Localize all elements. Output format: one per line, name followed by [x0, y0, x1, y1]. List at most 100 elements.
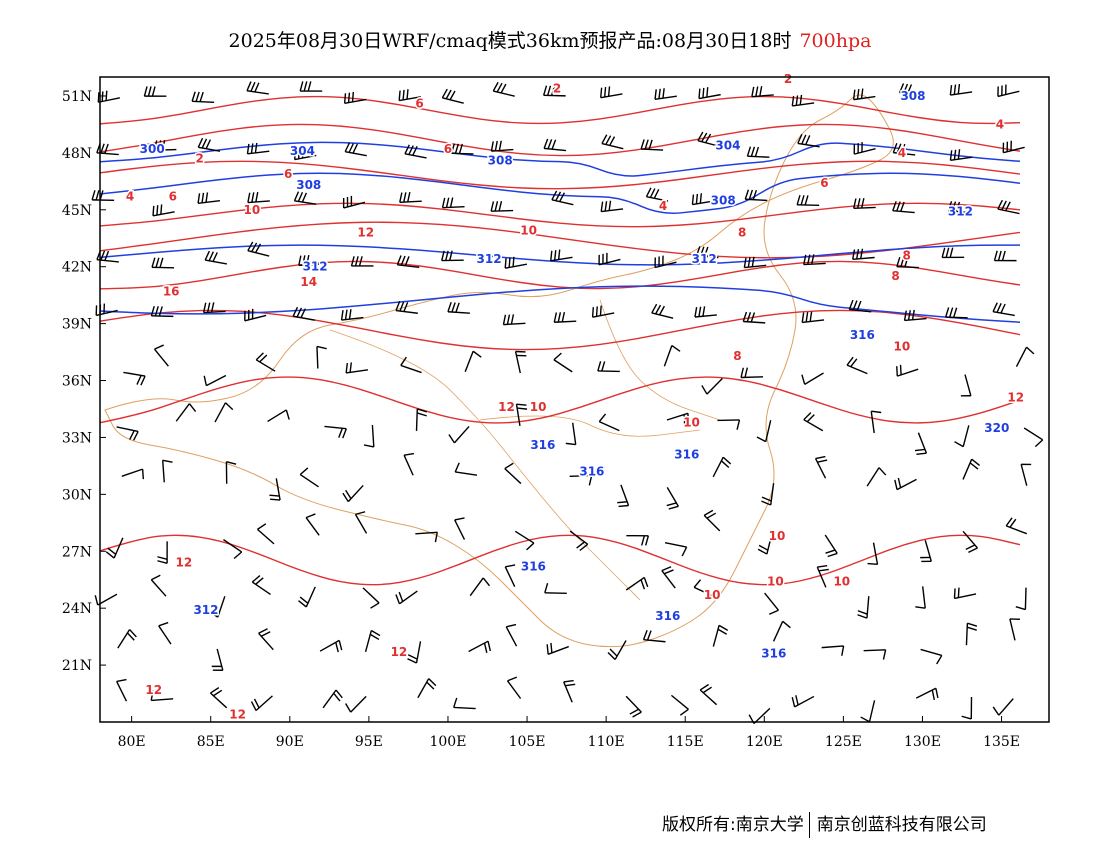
x-tick-label: 125E — [825, 734, 862, 750]
temperature-label: 12 — [175, 556, 192, 570]
wind-barb — [697, 131, 720, 147]
wind-barb — [546, 642, 569, 655]
wind-barb — [94, 593, 118, 606]
wind-barb — [945, 307, 968, 319]
temperature-contour — [99, 221, 1021, 259]
wind-barb — [502, 314, 526, 326]
temperature-label: 10 — [520, 224, 537, 238]
temperature-label: 12 — [357, 226, 374, 240]
temperature-contour — [99, 95, 1021, 125]
wind-barb — [404, 144, 427, 159]
wind-barb — [204, 250, 227, 265]
height-label: 300 — [140, 142, 165, 156]
wind-barb — [941, 247, 965, 259]
wind-barb — [791, 94, 815, 107]
wind-barb — [504, 462, 522, 485]
wind-barb — [469, 577, 491, 597]
wind-barb — [651, 303, 674, 319]
wind-barb — [712, 456, 732, 478]
wind-barb — [857, 596, 870, 619]
wind-barb — [1009, 618, 1020, 641]
wind-barb — [695, 246, 719, 259]
wind-barb — [896, 256, 919, 269]
wind-barb — [152, 204, 175, 217]
wind-barb — [703, 509, 721, 532]
height-label: 312 — [303, 260, 328, 274]
wind-barb — [441, 197, 465, 209]
wind-barb — [345, 695, 367, 713]
wind-barb — [117, 629, 137, 649]
wind-barb — [454, 462, 478, 476]
temperature-label: 12 — [229, 707, 246, 721]
temperature-contours — [99, 95, 1021, 586]
wind-barb — [150, 305, 174, 318]
wind-barb — [158, 621, 172, 645]
x-tick-label: 130E — [904, 734, 941, 750]
temperature-label: 14 — [300, 275, 317, 289]
province-boundary — [329, 329, 521, 471]
temperature-label: 12 — [145, 683, 162, 697]
x-tick-label: 100E — [429, 734, 466, 750]
wind-barb — [693, 579, 715, 598]
province-boundary — [519, 469, 641, 601]
wind-barb — [796, 195, 820, 206]
height-contour — [99, 285, 1021, 323]
y-tick-label: 21N — [62, 658, 92, 674]
wind-barb — [441, 88, 464, 104]
temperature-label: 6 — [415, 97, 423, 111]
wind-barb — [354, 511, 368, 534]
wind-barb — [345, 362, 369, 374]
temperature-label: 8 — [738, 226, 746, 240]
x-tick-label: 120E — [746, 734, 783, 750]
wind-barb — [490, 140, 514, 152]
wind-barb — [953, 587, 977, 600]
wind-barb — [954, 425, 970, 448]
wind-barb — [867, 542, 879, 566]
wind-barb — [505, 623, 518, 647]
temperature-label: 2 — [195, 152, 203, 166]
wind-barb — [894, 477, 917, 491]
company-text: 南京创蓝科技有限公司 — [816, 815, 987, 835]
chart-title: 2025年08月30日WRF/cmaq模式36km预报产品:08月30日18时 7… — [0, 26, 1100, 53]
wind-barb — [553, 311, 577, 323]
wind-barb — [209, 596, 226, 618]
wind-barb — [157, 541, 168, 565]
wind-barb — [992, 698, 1014, 716]
height-label: 312 — [193, 603, 218, 617]
temperature-label: 12 — [498, 400, 515, 414]
axes: 80E 85E 90E 95E 100E 105E 110E 115E 120E 125E 130E… — [62, 89, 1020, 750]
wind-barb — [362, 587, 380, 609]
wind-barb — [211, 648, 224, 671]
temperature-label: 4 — [659, 199, 667, 213]
wind-barb — [214, 402, 234, 423]
wind-barb — [664, 542, 688, 557]
wind-barb — [801, 311, 825, 324]
province-boundary — [479, 415, 701, 437]
temperature-label: 2 — [784, 72, 792, 86]
x-tick-label: 110E — [588, 734, 625, 750]
wind-barb — [1015, 587, 1027, 611]
wind-barb — [601, 134, 624, 150]
wind-barb — [209, 687, 228, 709]
height-label: 308 — [900, 89, 925, 103]
wind-barb — [247, 191, 270, 204]
wind-barb — [915, 586, 926, 609]
wind-barb — [814, 455, 828, 479]
temperature-label: 10 — [767, 575, 784, 589]
wind-barb — [322, 689, 343, 709]
wind-barb — [670, 694, 689, 716]
wind-barb — [761, 483, 775, 506]
wind-barb — [654, 88, 677, 101]
height-label: 304 — [290, 144, 315, 158]
wind-barb — [896, 364, 919, 377]
wind-barb — [892, 201, 915, 214]
height-contours — [99, 141, 1021, 323]
wind-barb — [743, 256, 767, 269]
x-tick-label: 90E — [276, 734, 304, 750]
x-tick-label: 85E — [197, 734, 225, 750]
wind-barb — [1005, 517, 1028, 535]
height-label: 312 — [477, 252, 502, 266]
wind-barb — [600, 200, 624, 213]
wind-barb — [598, 252, 621, 266]
wind-barb — [625, 695, 642, 718]
